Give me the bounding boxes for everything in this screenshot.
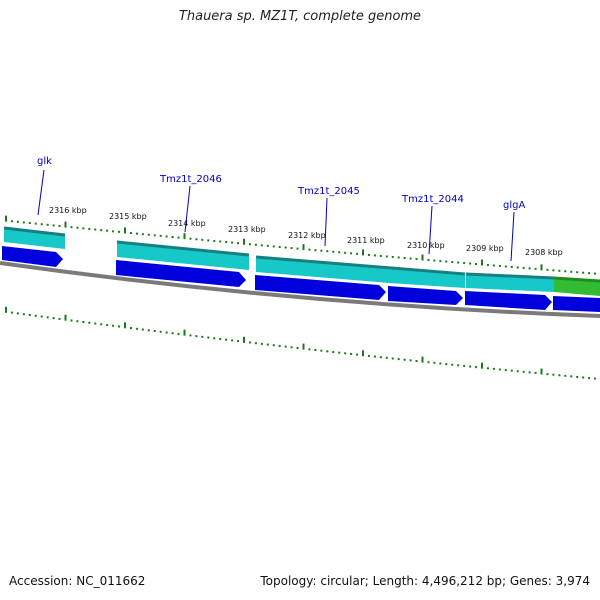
gene-label-line <box>324 197 328 247</box>
gene-label-tmz1t-2045: Tmz1t_2045 <box>297 186 360 197</box>
scale-label: 2308 kbp <box>525 248 563 257</box>
scale-labels: 2316 kbp 2315 kbp 2314 kbp 2313 kbp 2312… <box>49 206 563 257</box>
cds-edge <box>116 240 250 257</box>
scale-label: 2309 kbp <box>466 244 504 253</box>
gene-label-tmz1t-2046: Tmz1t_2046 <box>159 174 222 185</box>
gene-arrow-tmz1t-2046 <box>116 260 246 287</box>
accession-text: Accession: NC_011662 <box>9 574 146 588</box>
gene-arrow-next <box>553 296 600 312</box>
gene-arrow-tmz1t-2045 <box>255 275 386 300</box>
cds-edge <box>255 255 466 276</box>
gene-arrow-glk <box>2 246 63 267</box>
gene-track <box>2 246 600 312</box>
genome-summary-text: Topology: circular; Length: 4,496,212 bp… <box>260 574 590 588</box>
cds-edge <box>3 226 66 237</box>
rna-edge <box>553 276 600 283</box>
gene-label-glga: glgA <box>503 200 525 211</box>
gene-label-tmz1t-2044: Tmz1t_2044 <box>401 194 464 205</box>
cds-feature-tmz1t-2045 <box>256 257 389 283</box>
scale-label: 2313 kbp <box>228 225 266 234</box>
gene-arrow-glga <box>465 291 552 310</box>
scale-label: 2311 kbp <box>347 236 385 245</box>
cds-track <box>3 226 600 296</box>
scale-label: 2314 kbp <box>168 219 206 228</box>
scale-label: 2316 kbp <box>49 206 87 215</box>
scale-label: 2312 kbp <box>288 231 326 240</box>
gene-labels: glk Tmz1t_2046 Tmz1t_2045 Tmz1t_2044 glg… <box>37 156 525 262</box>
scale-label: 2310 kbp <box>407 241 445 250</box>
inner-tick-ring <box>5 306 597 380</box>
gene-label-line <box>184 185 191 233</box>
cds-feature-tmz1t-2046 <box>117 242 249 270</box>
gene-arrow-tmz1t-2044 <box>388 286 463 305</box>
map-title: Thauera sp. MZ1T, complete genome <box>178 9 422 24</box>
rna-feature <box>554 278 600 296</box>
gene-label-line <box>428 205 433 255</box>
gene-label-glk: glk <box>37 156 52 167</box>
scale-label: 2315 kbp <box>109 212 147 221</box>
gene-label-line <box>37 169 45 216</box>
cds-edge <box>465 272 555 280</box>
genome-backbone <box>0 261 600 318</box>
gene-label-line <box>510 211 515 262</box>
outer-tick-ring <box>5 215 597 275</box>
